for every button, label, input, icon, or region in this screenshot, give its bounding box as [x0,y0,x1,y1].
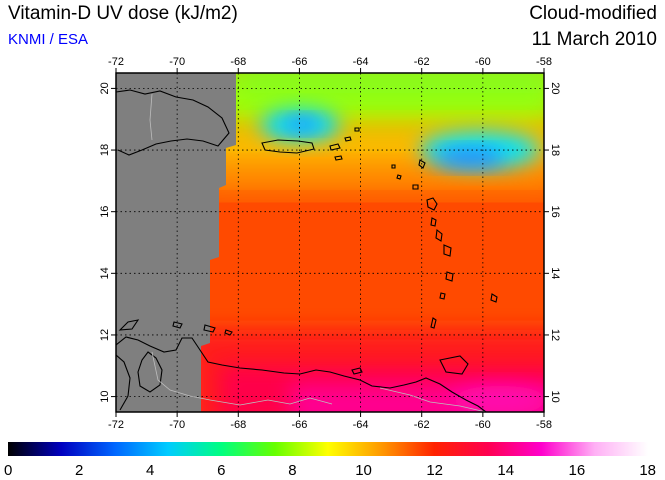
lon-tick-label-bottom: -62 [414,419,430,431]
lat-lon-grid [116,73,544,412]
lon-tick-label-bottom: -72 [108,419,124,431]
lat-tick-label-right: 18 [549,144,561,156]
colorbar-label: 18 [639,462,656,479]
lat-tick-label-left: 18 [99,144,111,156]
map-frame [115,72,545,413]
colorbar-label: 0 [4,462,12,479]
colorbar-label: 16 [569,462,586,479]
lon-tick-label-top: -58 [536,56,552,68]
lon-tick-label-top: -60 [475,56,491,68]
colorbar-labels: 0 2 4 6 8 10 12 14 16 18 [4,462,656,479]
lon-tick-label-bottom: -68 [230,419,246,431]
lat-tick-label-left: 12 [99,329,111,341]
lon-tick-label-top: -70 [169,56,185,68]
lat-tick-label-left: 10 [99,390,111,402]
lon-tick-label-top: -64 [353,56,369,68]
coastlines [116,89,498,412]
lon-tick-label-bottom: -58 [536,419,552,431]
uv-field [116,73,544,412]
map-title: Vitamin-D UV dose (kJ/m2) [8,3,238,24]
colorbar: 0 2 4 6 8 10 12 14 16 18 [4,442,656,479]
lon-tick-label-bottom: -66 [291,419,307,431]
lon-tick-label-bottom: -70 [169,419,185,431]
lon-tick-label-bottom: -64 [353,419,369,431]
lon-tick-label-bottom: -60 [475,419,491,431]
colorbar-label: 2 [75,462,83,479]
lat-tick-label-right: 12 [549,329,561,341]
colorbar-label: 14 [497,462,514,479]
lon-tick-label-top: -62 [414,56,430,68]
colorbar-ramp [8,442,648,456]
no-data-region [116,73,236,412]
colorbar-label: 4 [146,462,154,479]
lat-tick-label-right: 10 [549,390,561,402]
lon-tick-label-top: -72 [108,56,124,68]
lon-tick-label-top: -66 [291,56,307,68]
lat-tick-label-right: 14 [549,267,561,279]
colorbar-label: 10 [355,462,372,479]
product-label: Cloud-modified [529,3,657,24]
lat-tick-label-left: 14 [99,267,111,279]
lat-tick-label-right: 20 [549,82,561,94]
axis-ticks: -72 -72 -70 -70 -68 -68 -66 -66 -64 -64 -62 -62 -60 -… [99,56,561,431]
lat-tick-label-left: 20 [99,82,111,94]
date-label: 11 March 2010 [531,29,657,50]
lat-tick-label-right: 16 [549,206,561,218]
colorbar-label: 8 [288,462,296,479]
country-borders [149,93,487,412]
colorbar-label: 12 [426,462,443,479]
lat-tick-label-left: 16 [99,206,111,218]
lon-tick-label-top: -68 [230,56,246,68]
organization-label: KNMI / ESA [8,31,89,48]
colorbar-label: 6 [217,462,225,479]
